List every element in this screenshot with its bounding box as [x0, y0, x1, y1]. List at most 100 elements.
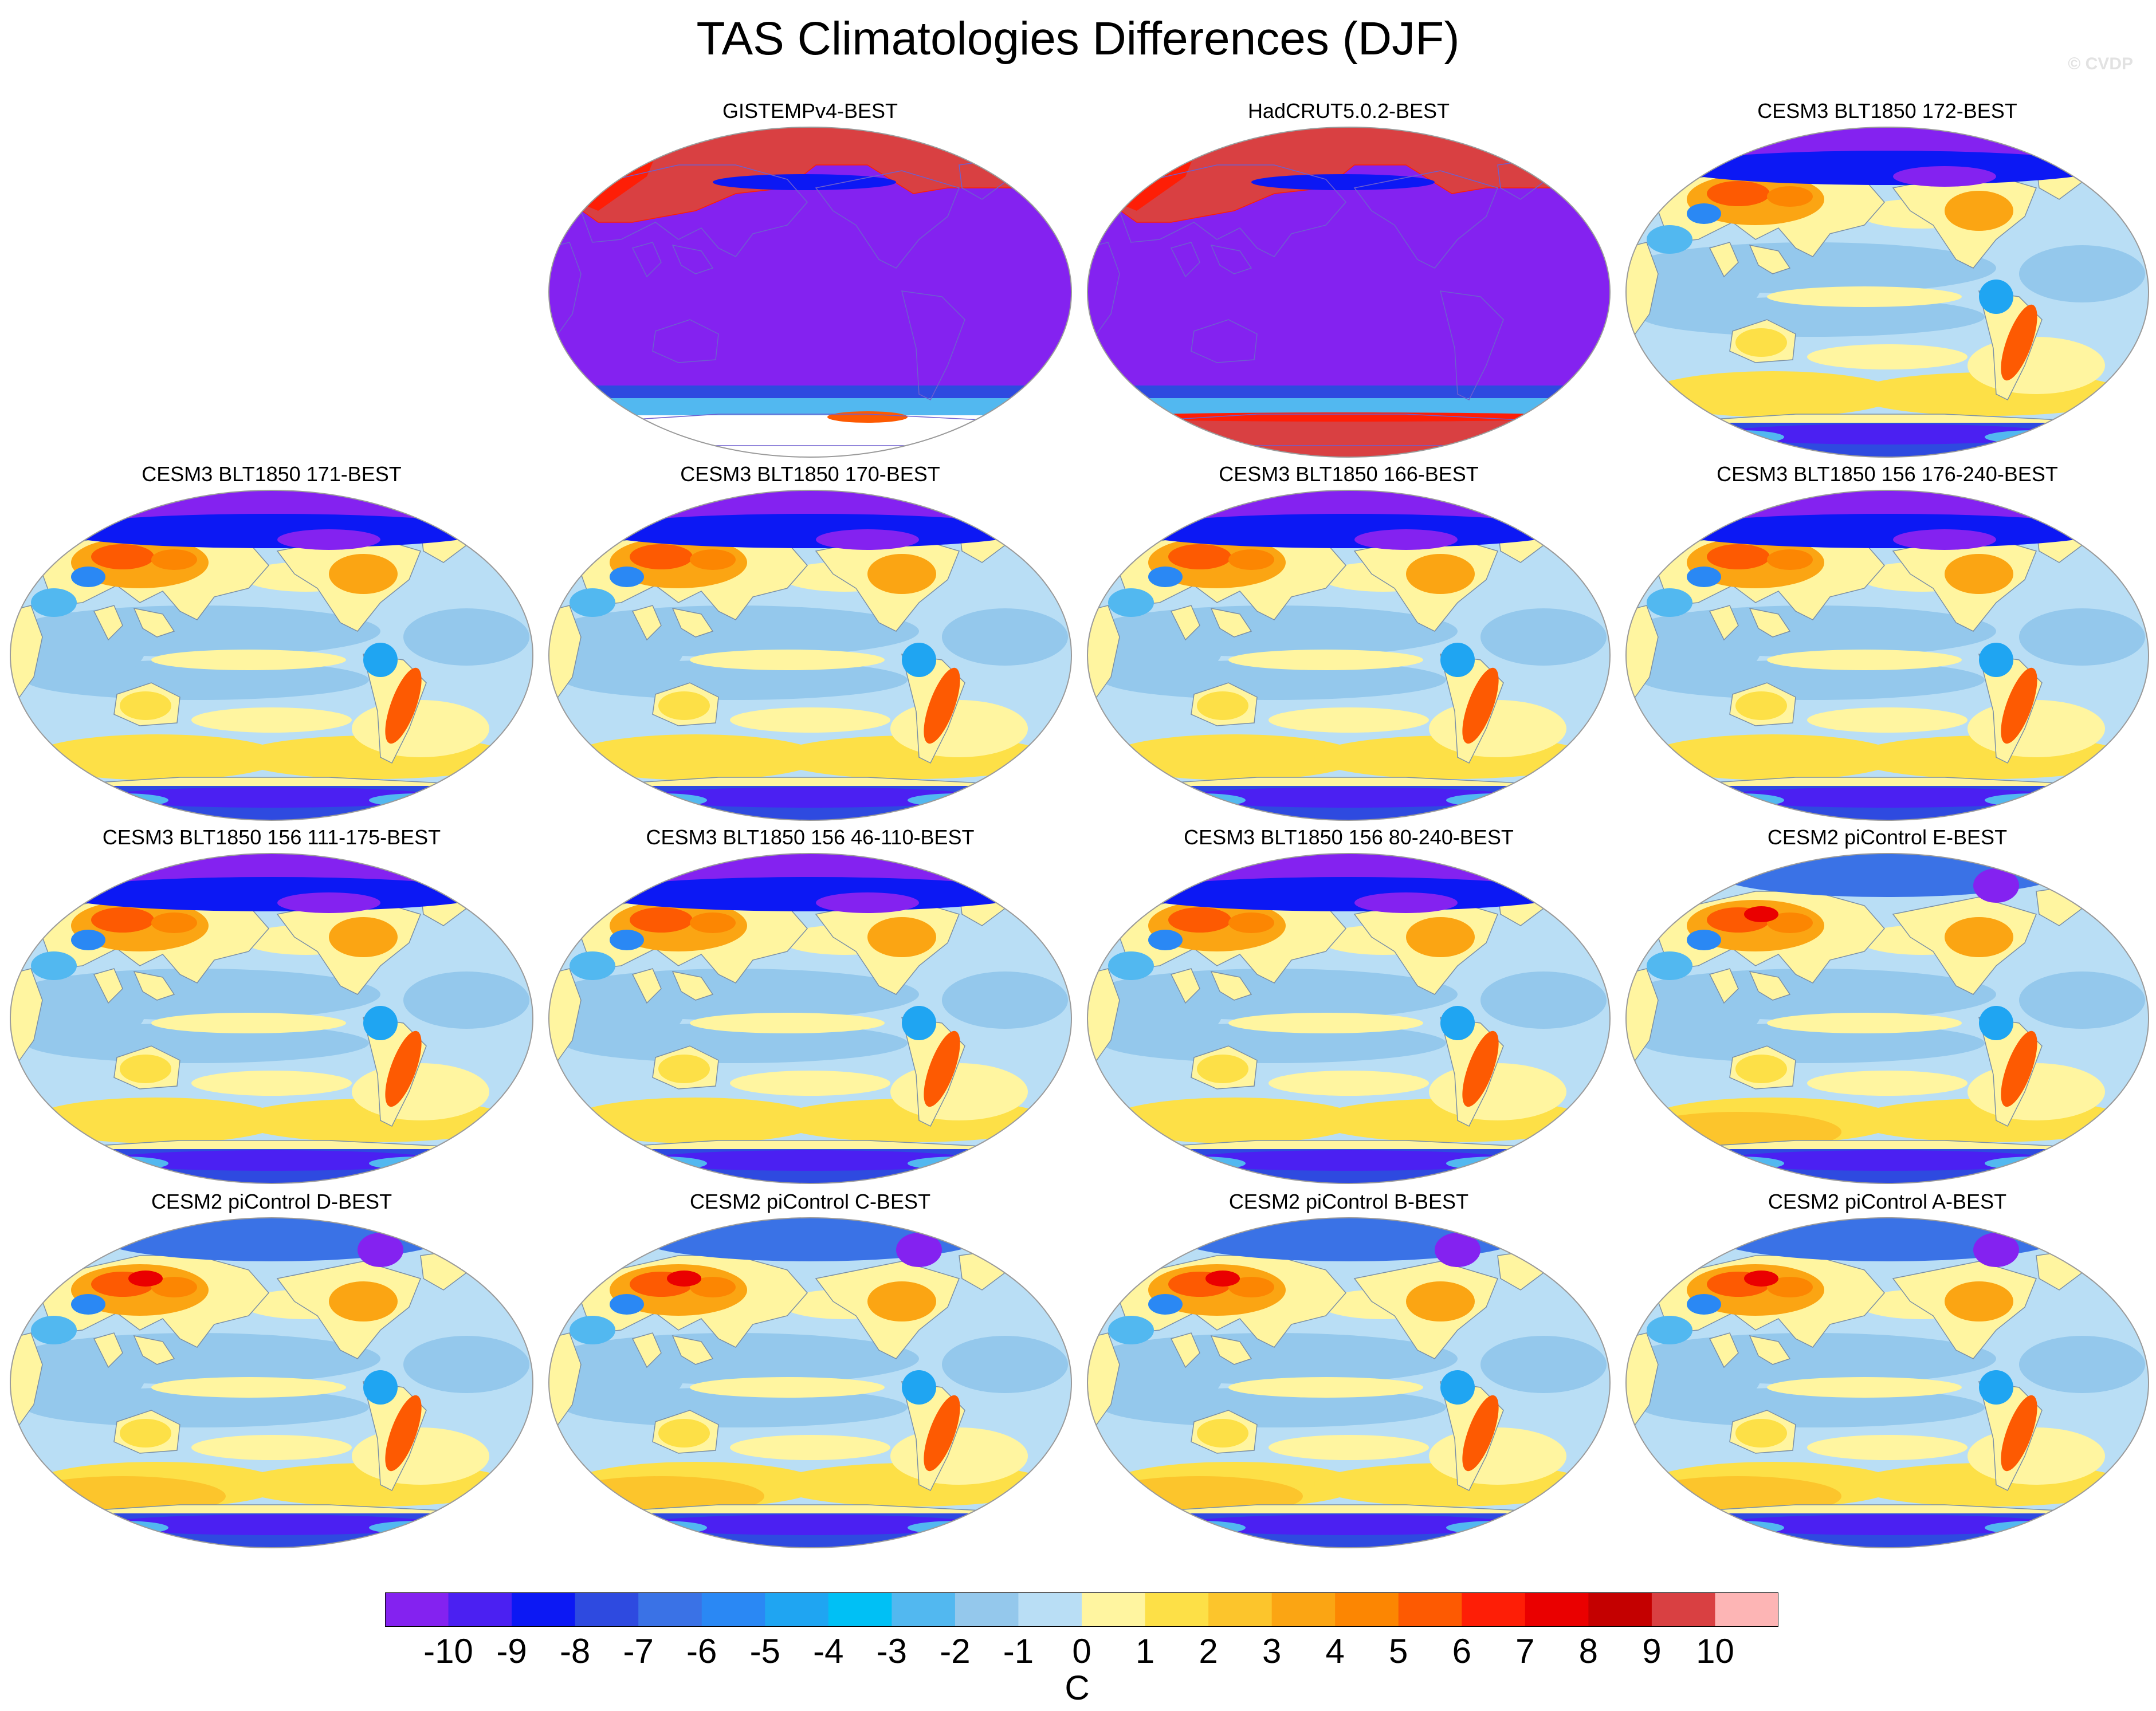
landmass-seasia: [671, 1335, 714, 1365]
landmass-namerica: [1353, 170, 1499, 269]
landmass-india: [93, 1332, 123, 1368]
panel-title: CESM2 piControl B-BEST: [1228, 1190, 1469, 1213]
south-pacific-warm: [1807, 1435, 1968, 1460]
warm-band-equatorial: [151, 1377, 346, 1398]
landmass-africa: [549, 242, 582, 335]
watermark: © CVDP: [2068, 54, 2133, 73]
antarctic-mixed-1: [77, 1521, 168, 1535]
southern-ocean-warm-west: [1647, 371, 1899, 417]
southern-blue-band: [549, 386, 1071, 398]
colorbar-tick-label: -7: [623, 1632, 654, 1670]
antarctic-warm-fringe: [827, 411, 908, 423]
antarctic-cold-core: [1715, 787, 2059, 808]
arctic-cold-lobe: [277, 892, 380, 913]
australia-warm: [1735, 691, 1787, 720]
colorbar-tick-label: -2: [940, 1632, 971, 1670]
cool-band-atlantic: [2019, 1336, 2145, 1393]
andes-cool: [902, 643, 936, 677]
south-atlantic-warm: [1429, 1063, 1566, 1120]
south-america-warm-strip: [385, 667, 422, 744]
southern-ocean-warm-west: [1647, 734, 1899, 780]
antarctic-cold-core: [1177, 787, 1521, 808]
landmass-seasia: [1210, 607, 1252, 638]
warm-band-equatorial: [690, 1377, 885, 1398]
middle-east-cool: [1647, 951, 1692, 980]
landmass-africa: [1087, 605, 1120, 698]
map-outline: [1625, 490, 2149, 821]
map-panel: CESM3 BLT1850 172-BEST: [1624, 99, 2151, 459]
antarctic-cold-core: [1715, 1150, 2059, 1171]
south-america-warm-strip: [2001, 1030, 2037, 1107]
arctic-cold-lobe: [816, 892, 919, 913]
colorbar-swatch: [765, 1592, 829, 1627]
landmass-africa: [1626, 1332, 1659, 1426]
panel-title: CESM2 piControl C-BEST: [689, 1190, 931, 1213]
south-america-warm-strip: [2001, 1395, 2037, 1472]
robinson-map: [548, 490, 1072, 821]
arctic-cold-lobe: [1973, 868, 2019, 903]
south-atlantic-warm: [1968, 700, 2105, 757]
panel-title: CESM3 BLT1850 171-BEST: [142, 462, 402, 486]
arctic-cold-lobe: [358, 1233, 403, 1267]
landmass-seasia: [133, 970, 175, 1001]
eurasia-hot-spot-2: [690, 1277, 736, 1297]
australia-warm: [120, 691, 171, 720]
south-atlantic-warm: [352, 1063, 489, 1120]
cool-band-atlantic: [2019, 971, 2145, 1029]
south-pacific-warm: [1807, 707, 1968, 733]
middle-east-cool: [570, 951, 615, 980]
australia-warm: [1197, 691, 1248, 720]
landmass-eurasia: [1119, 164, 1346, 257]
landmass-africa: [10, 968, 43, 1061]
map-panel: CESM3 BLT1850 156 176-240-BEST: [1624, 462, 2151, 823]
warm-band-equatorial: [1228, 1377, 1423, 1398]
andes-cool: [1979, 1006, 2013, 1040]
colorbar-tick-label: 9: [1642, 1632, 1662, 1670]
landmass-seasia: [671, 244, 714, 274]
panel-title: CESM3 BLT1850 166-BEST: [1219, 462, 1479, 486]
antarctic-mixed-1: [77, 793, 168, 807]
colorbar-tick-label: 3: [1262, 1632, 1282, 1670]
northern-land-saturated: [557, 127, 1063, 223]
colorbar-tick-label: 10: [1696, 1632, 1734, 1670]
australia-warm: [120, 1419, 171, 1448]
north-america-warm: [867, 554, 936, 594]
antarctic-mixed-1: [77, 1157, 168, 1170]
eurasia-hot-spot-1: [91, 544, 154, 569]
colorbar-swatch: [1145, 1592, 1209, 1627]
arctic-cold-lobe: [1893, 529, 1996, 550]
eurasia-cold-spot: [71, 567, 105, 587]
eurasia-hot-spot-1: [1168, 544, 1231, 569]
map-outline: [548, 1217, 1072, 1548]
andes-cool: [1440, 643, 1475, 677]
south-atlantic-warm: [1968, 1063, 2105, 1120]
robinson-map: [548, 1217, 1072, 1548]
eurasia-hot-spot-2: [1228, 1277, 1274, 1297]
colorbar-tick-label: 2: [1199, 1632, 1218, 1670]
south-america-warm-strip: [1462, 1395, 1499, 1472]
arctic-cold-fringe: [54, 877, 489, 911]
landmass-india: [631, 968, 662, 1004]
colorbar-swatch: [1335, 1592, 1399, 1627]
landmass-india: [1709, 1332, 1739, 1368]
south-atlantic-warm: [1429, 700, 1566, 757]
arctic-cold-lobe: [1893, 166, 1996, 187]
south-atlantic-warm: [890, 1063, 1028, 1120]
eurasia-hot-spot-2: [1767, 186, 1813, 207]
map-panel: CESM2 piControl E-BEST: [1624, 825, 2151, 1186]
map-field: [10, 1218, 533, 1548]
antarctic-mixed-1: [1154, 793, 1246, 807]
map-outline: [1625, 1217, 2149, 1548]
colorbar-tick-label: -1: [1003, 1632, 1034, 1670]
colorbar-swatch: [1525, 1592, 1589, 1627]
southern-ocean-warm-west: [31, 1098, 283, 1143]
colorbar-swatch: [1398, 1592, 1462, 1627]
australia-warm: [658, 1419, 710, 1448]
landmass-australia: [652, 319, 719, 363]
panel-title: CESM3 BLT1850 156 80-240-BEST: [1184, 825, 1514, 849]
colorbar-tick-label: -5: [749, 1632, 780, 1670]
andes-cool: [363, 643, 398, 677]
antarctic-mixed-2: [1446, 1157, 1549, 1170]
australia-warm: [120, 1055, 171, 1083]
map-panel: HadCRUT5.0.2-BEST: [1085, 99, 1612, 459]
